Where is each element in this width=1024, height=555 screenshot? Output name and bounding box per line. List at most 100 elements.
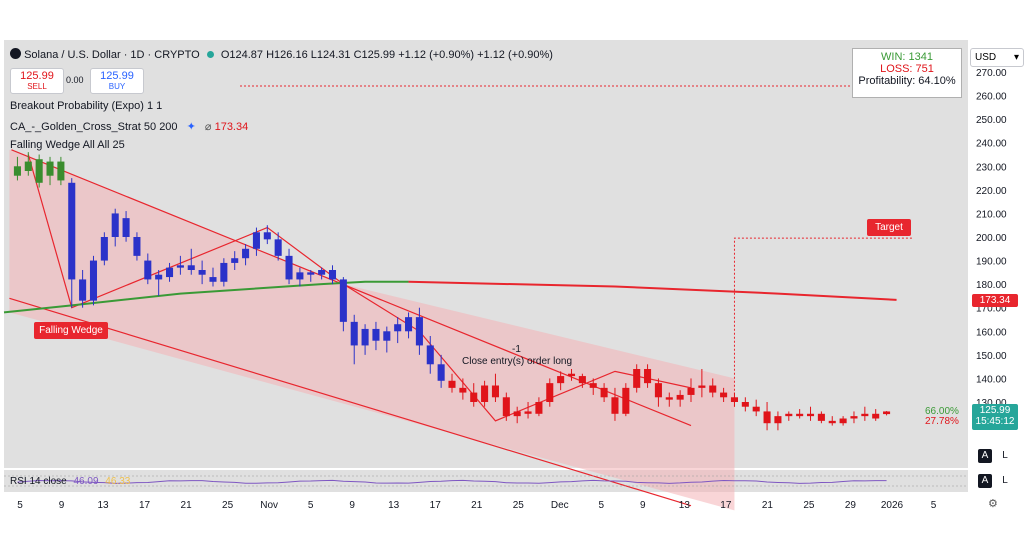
candle-body	[13, 166, 21, 176]
wedge-upper-line	[11, 149, 692, 427]
candle-body	[535, 402, 543, 414]
x-tick-label: 9	[349, 500, 355, 511]
buy-button[interactable]: 125.99 BUY	[90, 68, 144, 94]
candle-body	[470, 392, 478, 402]
x-tick-label: 13	[97, 500, 109, 511]
x-tick-label: 21	[471, 500, 483, 511]
buy-label: BUY	[108, 82, 126, 91]
y-tick-label: 250.00	[976, 115, 1007, 126]
price-axis-background	[968, 40, 1024, 515]
candle-body	[285, 255, 293, 280]
candle-body	[318, 270, 326, 275]
candle-body	[839, 418, 847, 424]
x-tick-label: 9	[640, 500, 646, 511]
indicator-golden-cross[interactable]: CA_-_Golden_Cross_Strat 50 200 ✦ ⌀ 173.3…	[10, 120, 248, 133]
stats-box: WIN: 1341 LOSS: 751 Profitability: 64.10…	[852, 48, 962, 98]
sell-button[interactable]: 125.99 SELL	[10, 68, 64, 94]
candle-body	[524, 411, 532, 414]
log-scale-button[interactable]: L	[1002, 450, 1008, 461]
candle-body	[361, 328, 369, 346]
chevron-down-icon: ▾	[1013, 52, 1019, 63]
candle-body	[676, 394, 684, 400]
candle-body	[100, 237, 108, 261]
candle-body	[589, 383, 597, 388]
last-price: 125.99	[979, 405, 1011, 416]
ma-green-line	[3, 280, 409, 314]
candle-body	[166, 267, 174, 278]
solana-logo-icon	[10, 48, 21, 59]
win-count: WIN: 1341	[881, 51, 933, 63]
candle-body	[176, 265, 184, 268]
ma-empty-icon: ⌀	[204, 121, 212, 133]
candle-body	[644, 369, 652, 384]
auto-scale-button[interactable]: A	[978, 449, 992, 463]
candle-body	[35, 159, 43, 183]
countdown: 15:45:12	[975, 416, 1015, 427]
x-tick-label: 21	[181, 500, 193, 511]
candle-body	[763, 411, 771, 424]
candle-body	[481, 385, 489, 402]
currency-label: USD	[975, 52, 997, 63]
x-tick-label: 17	[720, 500, 732, 511]
candle-body	[513, 411, 521, 417]
x-tick-label: 25	[222, 500, 234, 511]
indicator-falling-wedge[interactable]: Falling Wedge All All 25	[10, 139, 125, 151]
indicator-golden-cross-value: 173.34	[214, 121, 249, 133]
candle-body	[231, 258, 239, 263]
rsi-log-scale-button[interactable]: L	[1002, 475, 1008, 486]
candle-body	[252, 232, 260, 249]
candle-body	[622, 387, 630, 414]
rsi-legend[interactable]: RSI 14 close 46.09 46.33	[10, 476, 130, 487]
candle-body	[861, 413, 869, 417]
ohlc-values: O124.87 H126.16 L124.31 C125.99 +1.12 (+…	[220, 49, 553, 61]
falling-wedge-tag: Falling Wedge	[34, 322, 108, 339]
x-tick-label: Nov	[260, 500, 278, 511]
candle-body	[774, 416, 782, 424]
y-tick-label: 180.00	[976, 280, 1007, 291]
x-tick-label: 9	[59, 500, 65, 511]
settings-gear-icon[interactable]: ⚙	[988, 498, 998, 510]
candle-body	[415, 317, 423, 346]
close-entry-label: Close entry(s) order long	[462, 356, 573, 367]
candle-body	[122, 218, 130, 237]
y-tick-label: 210.00	[976, 209, 1007, 220]
candle-body	[68, 182, 76, 280]
y-tick-label: 240.00	[976, 139, 1007, 150]
candle-body	[720, 392, 728, 398]
indicator-breakout[interactable]: Breakout Probability (Expo) 1 1	[10, 100, 163, 112]
candle-body	[654, 383, 662, 398]
candle-body	[546, 383, 554, 402]
candle-body	[633, 369, 641, 388]
indicator-golden-cross-label: CA_-_Golden_Cross_Strat 50 200	[10, 121, 178, 133]
candle-body	[828, 420, 836, 424]
candle-body	[883, 411, 891, 415]
candle-body	[209, 277, 217, 282]
x-tick-label: 17	[139, 500, 151, 511]
x-tick-label: 21	[762, 500, 774, 511]
prob-up: 66.00%	[925, 406, 959, 417]
wedge-fill	[9, 149, 735, 511]
candle-body	[448, 380, 456, 388]
y-tick-label: 220.00	[976, 186, 1007, 197]
symbol-title[interactable]: Solana / U.S. Dollar · 1D · CRYPTO	[24, 49, 200, 61]
wedge-lower-line	[9, 297, 692, 507]
currency-select[interactable]: USD ▾	[970, 48, 1024, 67]
candle-body	[133, 237, 141, 256]
candle-body	[785, 413, 793, 417]
y-tick-label: 130.00	[976, 398, 1007, 409]
candle-body	[24, 161, 32, 171]
spread-value: 0.00	[66, 75, 84, 85]
y-tick-label: 150.00	[976, 351, 1007, 362]
x-tick-label: 29	[845, 500, 857, 511]
candle-body	[665, 397, 673, 400]
candle-body	[155, 274, 163, 280]
sell-price: 125.99	[20, 70, 54, 82]
candle-body	[296, 272, 304, 280]
candle-body	[46, 161, 54, 176]
candle-body	[687, 387, 695, 395]
rsi-auto-scale-button[interactable]: A	[978, 474, 992, 488]
x-tick-label: 25	[513, 500, 525, 511]
price-chart[interactable]: 270.00260.00250.00240.00230.00220.00210.…	[0, 40, 1024, 515]
settings-sparkle-icon[interactable]: ✦	[186, 121, 196, 133]
x-tick-label: 25	[803, 500, 815, 511]
